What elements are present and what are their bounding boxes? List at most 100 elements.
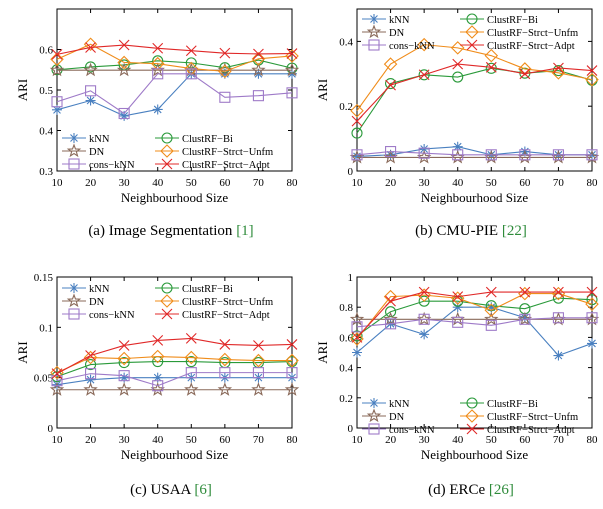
asterisk-marker — [352, 151, 362, 162]
legend-item: ClustRF−Strct−Adpt — [460, 423, 575, 436]
cross-marker — [519, 68, 531, 80]
diamond-marker — [160, 294, 174, 308]
diamond-marker — [350, 332, 364, 346]
plot-frame — [356, 8, 593, 172]
legend: kNN ClustRF−Bi DN ClustRF−Strct−Unfm cons−kN… — [362, 13, 578, 52]
cross-marker — [152, 335, 164, 346]
legend-item: ClustRF−Strct−Adpt — [460, 39, 575, 52]
legend-label: ClustRF−Bi — [182, 134, 233, 145]
star-marker — [184, 382, 199, 396]
cross-marker — [466, 423, 478, 435]
star-marker — [284, 382, 300, 396]
asterisk-marker — [369, 14, 379, 24]
diamond-marker — [184, 61, 199, 76]
x-tick-label: 40 — [452, 434, 464, 446]
legend-item: cons−kNN — [62, 308, 135, 321]
diamond-marker — [83, 350, 98, 365]
legend-label: DN — [389, 412, 405, 423]
legend-item: ClustRF−Bi — [460, 13, 538, 26]
asterisk-marker — [287, 68, 297, 79]
asterisk-marker — [119, 110, 130, 121]
diamond-marker — [83, 37, 98, 52]
asterisk-marker — [486, 302, 497, 313]
diamond-marker — [160, 144, 174, 158]
square-marker — [485, 319, 497, 331]
circle-marker — [452, 71, 464, 83]
y-tick-label: 0.4 — [39, 126, 53, 138]
y-axis-label: ARI — [315, 79, 330, 101]
x-tick-label: 80 — [287, 177, 299, 189]
legend-item: cons−kNN — [62, 158, 135, 171]
cross-marker — [152, 42, 164, 54]
star-marker — [83, 382, 98, 396]
y-tick-label: 0.6 — [339, 332, 353, 344]
x-tick-label: 30 — [419, 177, 431, 189]
cross-marker — [85, 42, 96, 53]
series-line — [56, 361, 293, 378]
asterisk-marker — [85, 95, 96, 106]
series-clustrf-strct-adpt — [51, 333, 298, 380]
cross-marker — [85, 350, 96, 361]
legend-label: cons−kNN — [89, 310, 135, 321]
legend-label: cons−kNN — [389, 425, 435, 436]
asterisk-marker — [253, 68, 264, 79]
square-marker — [418, 313, 430, 325]
chart-panel-d: 10 20 30 40 50 60 70 80 0 0.2 0.4 0.6 0.8 1 Neighbourh… — [315, 272, 600, 498]
asterisk-marker — [352, 347, 362, 358]
cross-marker — [253, 340, 264, 351]
y-axis-label: ARI — [15, 79, 30, 101]
cross-marker — [418, 286, 430, 298]
x-axis-label: Neighbourhood Size — [121, 190, 228, 205]
diamond-marker — [350, 103, 364, 118]
y-tick-label: 0.5 — [39, 85, 53, 97]
circle-marker — [161, 282, 173, 294]
y-tick-label: 0.4 — [339, 363, 353, 375]
x-tick-label: 60 — [219, 177, 231, 189]
series-line — [356, 67, 593, 134]
cross-marker — [185, 333, 197, 344]
diamond-marker — [585, 297, 599, 311]
circle-marker — [185, 57, 197, 69]
legend-item: ClustRF−Bi — [155, 132, 233, 145]
x-tick-label: 20 — [385, 177, 397, 189]
x-tick-label: 60 — [219, 434, 231, 446]
circle-marker — [85, 61, 97, 73]
circle-marker — [418, 295, 430, 307]
series-clustrf-strct-unfm — [50, 349, 299, 380]
cross-marker — [452, 291, 464, 303]
square-marker — [519, 149, 531, 161]
diamond-marker — [251, 52, 266, 66]
series-dn — [49, 382, 300, 396]
caption-citation: [6] — [194, 482, 212, 498]
cross-marker — [118, 39, 130, 51]
caption-citation: [1] — [236, 223, 254, 239]
circle-marker — [85, 359, 97, 371]
legend-label: kNN — [389, 15, 410, 26]
star-marker — [366, 24, 382, 39]
diamond-marker — [465, 409, 479, 423]
y-tick-label: 0.6 — [39, 45, 53, 57]
panel-caption: (a) Image Segmentation [1] — [88, 223, 253, 239]
asterisk-marker — [587, 338, 597, 349]
legend-label: ClustRF−Strct−Unfm — [182, 297, 273, 308]
square-marker — [68, 308, 80, 320]
cross-marker — [351, 332, 363, 343]
y-tick-label: 0.2 — [339, 101, 353, 113]
cross-marker — [385, 295, 396, 307]
chart-panel-b: 10 20 30 40 50 60 70 80 0 0.2 0.4 Neighbourhood Siz… — [315, 8, 600, 239]
diamond-marker — [518, 62, 532, 76]
series-cons-knn — [351, 312, 598, 333]
square-marker — [452, 149, 464, 161]
cross-marker — [485, 286, 497, 298]
series-line — [356, 63, 593, 122]
legend-label: ClustRF−Strct−Adpt — [182, 310, 270, 321]
legend-item: cons−kNN — [362, 39, 435, 52]
series-cons-knn — [51, 68, 298, 120]
y-tick-label: 0.3 — [39, 166, 53, 178]
square-marker — [485, 149, 497, 161]
plot-frame — [56, 276, 293, 429]
square-marker — [368, 39, 380, 51]
x-tick-label: 50 — [486, 434, 498, 446]
legend-label: kNN — [89, 134, 110, 145]
square-marker — [252, 367, 264, 379]
